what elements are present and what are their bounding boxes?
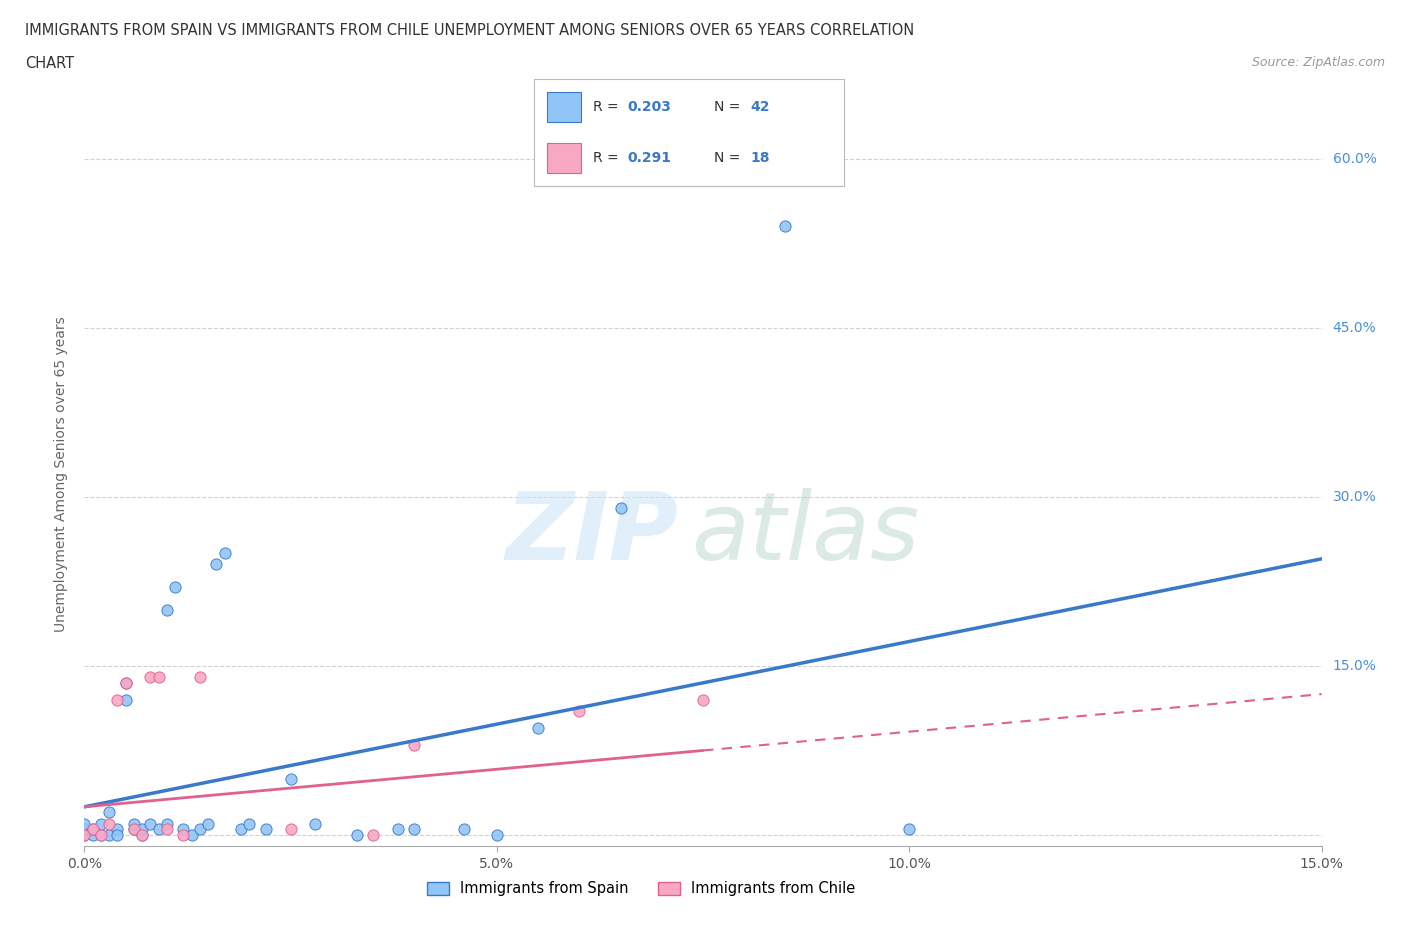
Point	[238, 817, 260, 831]
Point	[527, 721, 550, 736]
Point	[148, 670, 170, 684]
Text: IMMIGRANTS FROM SPAIN VS IMMIGRANTS FROM CHILE UNEMPLOYMENT AMONG SENIORS OVER 6: IMMIGRANTS FROM SPAIN VS IMMIGRANTS FROM…	[25, 23, 914, 38]
Point	[131, 828, 153, 843]
Point	[98, 828, 121, 843]
Point	[105, 828, 128, 843]
Point	[361, 828, 384, 843]
Point	[205, 557, 228, 572]
Text: 0.203: 0.203	[627, 100, 671, 113]
Point	[148, 822, 170, 837]
Text: atlas: atlas	[690, 488, 920, 579]
Point	[73, 828, 96, 843]
Point	[609, 500, 631, 515]
Text: 18: 18	[751, 152, 770, 166]
Text: 45.0%: 45.0%	[1333, 321, 1376, 335]
Text: R =: R =	[593, 100, 623, 113]
Text: 42: 42	[751, 100, 770, 113]
Point	[114, 692, 136, 707]
Point	[304, 817, 326, 831]
Point	[387, 822, 409, 837]
Point	[172, 828, 194, 843]
Point	[82, 828, 104, 843]
Point	[453, 822, 475, 837]
Point	[485, 828, 508, 843]
Point	[122, 822, 145, 837]
Point	[254, 822, 277, 837]
Point	[404, 737, 426, 752]
Text: ZIP: ZIP	[505, 488, 678, 579]
Point	[73, 817, 96, 831]
Point	[114, 675, 136, 690]
Point	[114, 675, 136, 690]
Text: N =: N =	[714, 100, 744, 113]
Point	[131, 822, 153, 837]
Y-axis label: Unemployment Among Seniors over 65 years: Unemployment Among Seniors over 65 years	[53, 316, 67, 632]
Text: 30.0%: 30.0%	[1333, 490, 1376, 504]
Bar	[547, 143, 581, 173]
Point	[197, 817, 219, 831]
Point	[692, 692, 714, 707]
Text: 0.291: 0.291	[627, 152, 671, 166]
Point	[139, 670, 162, 684]
Point	[404, 822, 426, 837]
Point	[898, 822, 921, 837]
Point	[180, 828, 202, 843]
Point	[105, 692, 128, 707]
Text: N =: N =	[714, 152, 744, 166]
Legend: Immigrants from Spain, Immigrants from Chile: Immigrants from Spain, Immigrants from C…	[420, 875, 862, 902]
Point	[214, 546, 236, 561]
Point	[139, 817, 162, 831]
Point	[280, 771, 302, 786]
Point	[82, 822, 104, 837]
Text: R =: R =	[593, 152, 623, 166]
Point	[73, 822, 96, 837]
Point	[156, 822, 179, 837]
Point	[156, 817, 179, 831]
Point	[165, 579, 187, 594]
Point	[346, 828, 368, 843]
Point	[90, 828, 112, 843]
Point	[131, 828, 153, 843]
Point	[90, 828, 112, 843]
Point	[188, 670, 211, 684]
Point	[98, 805, 121, 820]
Point	[122, 822, 145, 837]
Point	[775, 219, 797, 233]
Point	[98, 817, 121, 831]
Point	[188, 822, 211, 837]
Point	[90, 817, 112, 831]
Point	[172, 822, 194, 837]
Point	[156, 602, 179, 617]
Text: 15.0%: 15.0%	[1333, 659, 1376, 673]
Point	[82, 822, 104, 837]
Bar	[547, 92, 581, 122]
Point	[229, 822, 252, 837]
Text: Source: ZipAtlas.com: Source: ZipAtlas.com	[1251, 56, 1385, 69]
Point	[122, 817, 145, 831]
Point	[105, 822, 128, 837]
Point	[280, 822, 302, 837]
Text: CHART: CHART	[25, 56, 75, 71]
Text: 60.0%: 60.0%	[1333, 152, 1376, 166]
Point	[568, 704, 591, 719]
Point	[73, 828, 96, 843]
